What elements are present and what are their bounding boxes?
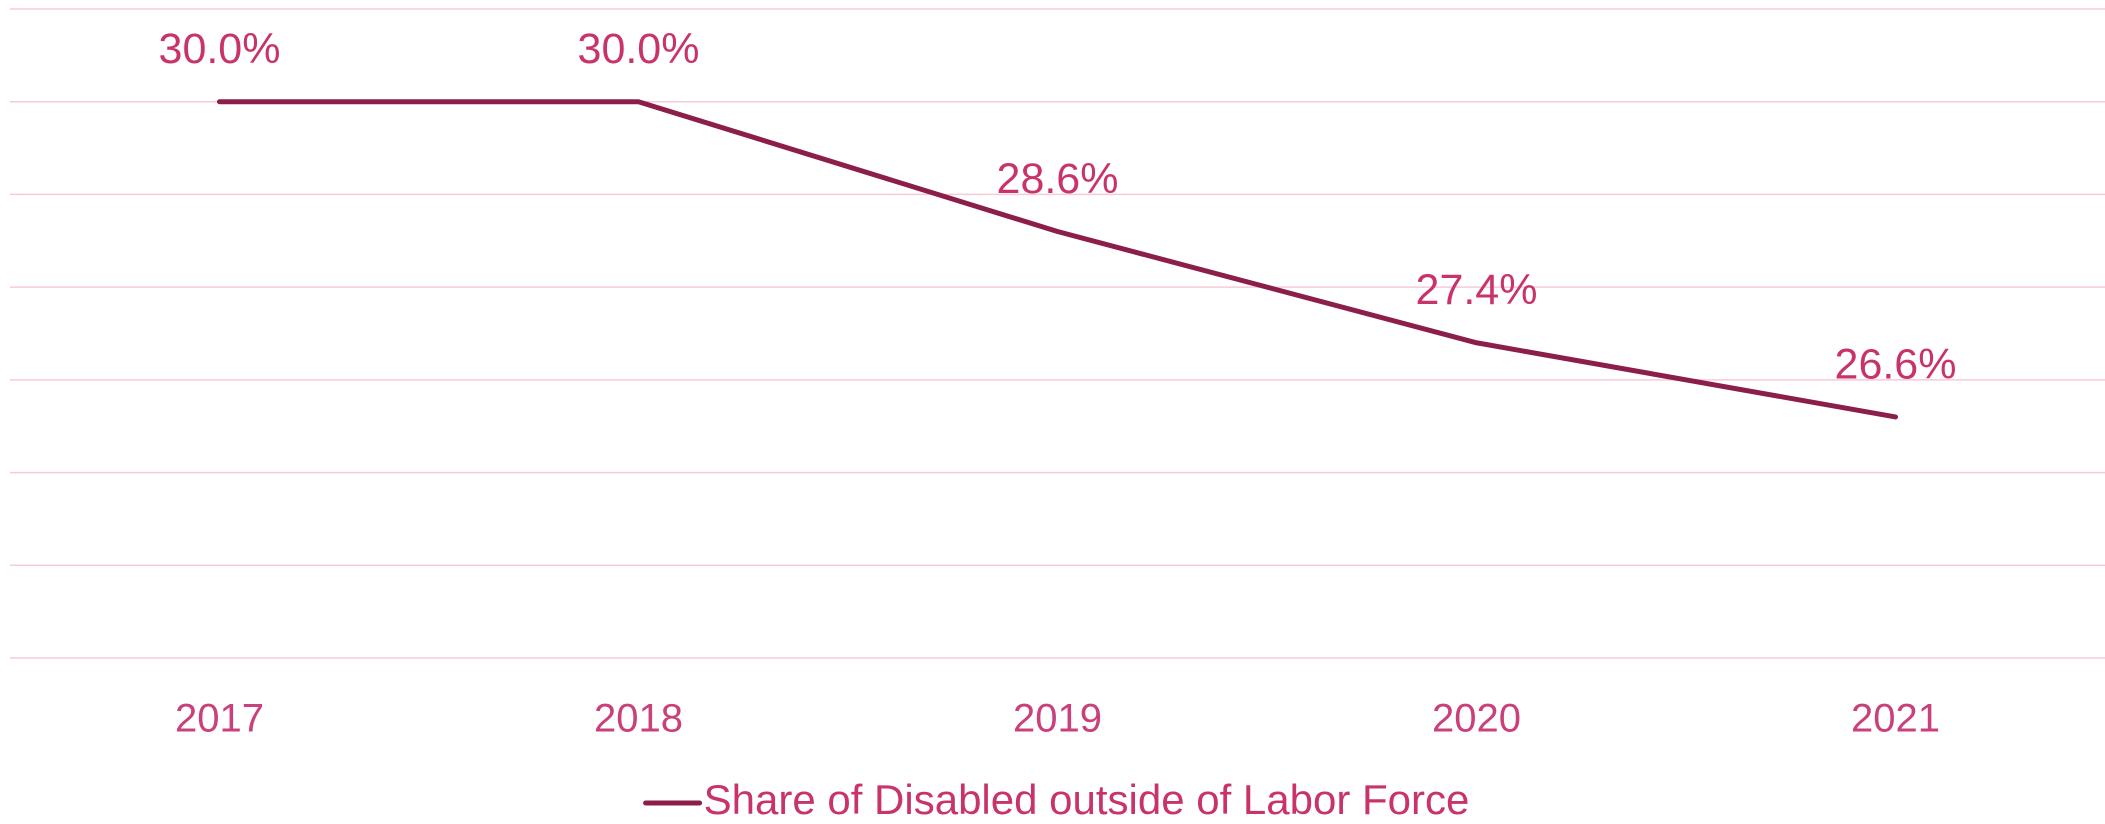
data-label: 30.0% (159, 25, 281, 73)
line-series (217, 99, 1898, 420)
data-label: 30.0% (578, 25, 700, 73)
legend: Share of Disabled outside of Labor Force (643, 776, 1470, 823)
x-tick-label: 2019 (1013, 697, 1102, 741)
data-label: 27.4% (1416, 266, 1538, 314)
x-tick-label: 2021 (1851, 697, 1940, 741)
x-tick-label: 2017 (175, 697, 264, 741)
data-label: 28.6% (997, 155, 1119, 203)
x-tick-label: 2018 (594, 697, 683, 741)
x-tick-label: 2020 (1432, 697, 1521, 741)
data-label: 26.6% (1835, 340, 1957, 388)
legend-label: Share of Disabled outside of Labor Force (704, 776, 1470, 823)
